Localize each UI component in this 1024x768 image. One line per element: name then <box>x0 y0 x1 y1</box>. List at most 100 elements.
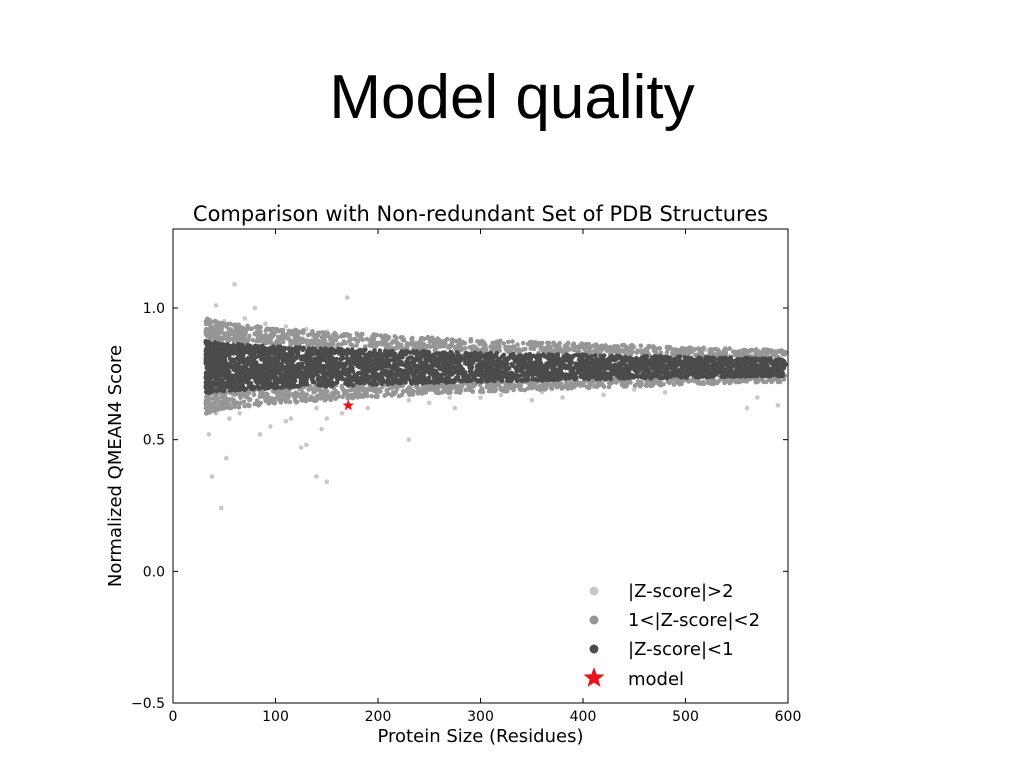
data-point-z-1to2 <box>585 385 591 390</box>
data-point-z-1to2 <box>299 338 304 344</box>
data-point-z-gt2 <box>263 321 268 327</box>
data-point-z-lt1 <box>296 361 301 367</box>
data-point-z-1to2 <box>614 380 619 385</box>
data-point-z-1to2 <box>603 343 608 348</box>
data-point-z-1to2 <box>560 349 565 355</box>
data-point-z-1to2 <box>316 386 322 392</box>
data-point-z-1to2 <box>328 397 334 403</box>
data-point-z-1to2 <box>413 341 419 346</box>
data-point-z-1to2 <box>242 403 247 409</box>
data-point-z-gt2 <box>283 324 289 329</box>
data-point-z-1to2 <box>650 382 656 388</box>
data-point-z-1to2 <box>701 381 707 387</box>
data-point-z-1to2 <box>588 350 594 355</box>
data-point-z-1to2 <box>409 336 415 342</box>
data-point-z-1to2 <box>312 340 318 346</box>
data-point-z-1to2 <box>498 338 503 344</box>
data-point-z-lt1 <box>618 371 623 376</box>
data-point-z-1to2 <box>322 331 327 336</box>
data-point-z-1to2 <box>236 405 242 410</box>
data-point-z-1to2 <box>510 382 516 388</box>
data-point-z-1to2 <box>217 335 223 341</box>
data-point-z-1to2 <box>706 379 711 384</box>
data-point-z-1to2 <box>260 392 265 398</box>
data-point-z-gt2 <box>224 455 229 461</box>
data-point-z-1to2 <box>537 387 543 393</box>
data-point-z-lt1 <box>648 375 654 381</box>
data-point-z-1to2 <box>316 330 322 336</box>
data-point-z-lt1 <box>557 364 562 370</box>
data-point-z-1to2 <box>442 338 447 344</box>
data-point-z-1to2 <box>549 386 555 392</box>
data-point-z-lt1 <box>488 372 493 378</box>
data-point-z-1to2 <box>237 336 242 342</box>
data-point-z-lt1 <box>716 357 721 362</box>
data-point-z-lt1 <box>348 350 353 356</box>
data-point-z-1to2 <box>595 344 601 349</box>
data-point-z-lt1 <box>480 369 486 374</box>
data-point-z-1to2 <box>321 392 326 398</box>
data-point-z-1to2 <box>204 398 209 403</box>
data-point-z-lt1 <box>212 374 218 380</box>
data-point-z-lt1 <box>679 375 684 380</box>
data-point-z-gt2 <box>268 424 273 429</box>
data-point-z-lt1 <box>474 377 480 383</box>
data-point-z-gt2 <box>601 392 606 398</box>
data-point-z-lt1 <box>357 364 362 370</box>
data-point-z-lt1 <box>318 363 323 368</box>
data-point-z-lt1 <box>329 383 335 389</box>
data-point-z-1to2 <box>223 402 228 408</box>
data-point-z-1to2 <box>342 390 347 395</box>
data-point-z-1to2 <box>425 334 431 340</box>
data-point-z-lt1 <box>289 354 295 359</box>
data-point-z-lt1 <box>228 373 233 379</box>
data-point-z-1to2 <box>266 397 271 402</box>
data-point-z-1to2 <box>781 377 787 382</box>
data-point-z-lt1 <box>448 349 454 355</box>
data-point-z-lt1 <box>304 376 309 382</box>
data-point-z-1to2 <box>336 394 342 399</box>
data-point-z-1to2 <box>207 335 213 341</box>
data-point-z-1to2 <box>621 384 626 389</box>
data-point-z-1to2 <box>224 324 229 329</box>
data-point-z-1to2 <box>374 394 380 400</box>
data-point-z-1to2 <box>423 389 429 395</box>
data-point-z-1to2 <box>766 377 772 383</box>
data-point-z-1to2 <box>331 338 337 343</box>
data-point-z-1to2 <box>208 396 214 401</box>
data-point-z-gt2 <box>498 392 504 398</box>
data-point-z-1to2 <box>404 343 409 349</box>
data-point-z-1to2 <box>559 385 564 390</box>
data-point-z-1to2 <box>709 351 715 356</box>
data-point-z-lt1 <box>347 375 352 381</box>
data-point-z-1to2 <box>597 380 603 386</box>
data-point-z-1to2 <box>210 406 216 412</box>
data-point-z-gt2 <box>447 395 453 400</box>
data-point-z-1to2 <box>513 348 519 353</box>
data-point-z-gt2 <box>206 432 212 437</box>
data-point-z-lt1 <box>479 365 485 370</box>
data-point-z-1to2 <box>501 341 507 346</box>
data-point-z-lt1 <box>350 369 356 374</box>
data-point-z-lt1 <box>257 379 262 384</box>
data-point-z-lt1 <box>334 356 340 362</box>
data-point-z-1to2 <box>741 352 746 357</box>
data-point-z-lt1 <box>742 373 747 379</box>
data-point-z-1to2 <box>701 345 706 351</box>
data-point-z-lt1 <box>384 370 390 376</box>
data-point-z-lt1 <box>405 373 411 379</box>
data-point-z-1to2 <box>601 384 607 390</box>
data-point-z-lt1 <box>494 354 499 360</box>
data-point-z-lt1 <box>320 347 325 352</box>
data-point-z-1to2 <box>277 392 283 398</box>
data-point-z-1to2 <box>592 348 597 353</box>
data-point-z-1to2 <box>344 332 350 337</box>
data-point-z-lt1 <box>248 380 253 386</box>
data-point-z-1to2 <box>311 398 317 403</box>
data-point-z-lt1 <box>304 382 310 387</box>
data-point-z-1to2 <box>343 340 348 346</box>
data-point-z-1to2 <box>783 350 788 355</box>
data-point-z-lt1 <box>289 346 295 352</box>
data-point-z-1to2 <box>504 388 510 394</box>
data-point-z-lt1 <box>514 372 519 378</box>
